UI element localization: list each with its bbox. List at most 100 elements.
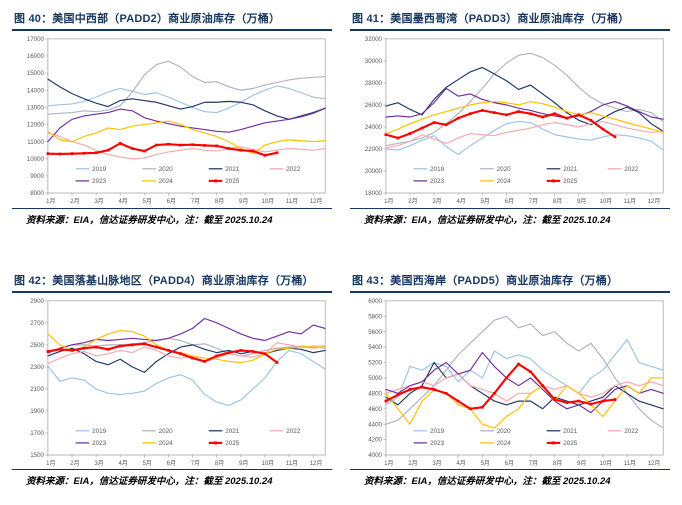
- source-note: 资料来源：EIA，信达证券研发中心，注：截至 2025.10.24: [350, 469, 670, 487]
- svg-text:1500: 1500: [30, 452, 44, 459]
- svg-text:6000: 6000: [368, 298, 382, 305]
- svg-text:2900: 2900: [30, 298, 44, 305]
- svg-text:4月: 4月: [118, 198, 127, 205]
- chart-area-padd3: 18000 20000 22000 24000 26000 28000 30000 32000…: [350, 31, 670, 207]
- svg-text:2019: 2019: [430, 428, 445, 435]
- svg-text:11月: 11月: [286, 460, 298, 467]
- chart-panel-padd3: 图 41：美国墨西哥湾（PADD3）商业原油库存（万桶） 18000 20000 2…: [350, 8, 670, 226]
- svg-text:4800: 4800: [368, 390, 382, 397]
- svg-text:2300: 2300: [30, 364, 44, 371]
- svg-text:2020: 2020: [497, 428, 512, 435]
- svg-text:10月: 10月: [261, 460, 274, 467]
- svg-text:3月: 3月: [94, 460, 103, 467]
- svg-text:28000: 28000: [365, 80, 383, 87]
- svg-text:24000: 24000: [365, 124, 383, 131]
- svg-text:5月: 5月: [143, 198, 152, 205]
- svg-text:2022: 2022: [624, 428, 639, 435]
- svg-text:2月: 2月: [70, 460, 79, 467]
- svg-text:4月: 4月: [456, 198, 465, 205]
- svg-text:2019: 2019: [92, 166, 107, 173]
- svg-text:6月: 6月: [505, 198, 514, 205]
- svg-text:2700: 2700: [30, 320, 44, 327]
- svg-text:2021: 2021: [225, 428, 240, 435]
- line-chart-padd5: 4000 4200 4400 4600 4800 5000 5200 5400 5600 5800…: [368, 298, 664, 467]
- chart-area-padd4: 1500 1700 1900 2100 2300 2500 2700 2900 1月 2月 3月 4月…: [12, 293, 332, 469]
- svg-text:4月: 4月: [456, 460, 465, 467]
- svg-text:9月: 9月: [239, 198, 248, 205]
- source-note: 资料来源：EIA，信达证券研发中心，注：截至 2025.10.24: [12, 469, 332, 487]
- svg-text:2019: 2019: [430, 166, 445, 173]
- svg-text:2021: 2021: [225, 166, 240, 173]
- chart-area-padd2: 8000 9000 10000 11000 12000 13000 14000 15000 16…: [12, 31, 332, 207]
- svg-text:1700: 1700: [30, 430, 44, 437]
- svg-text:14000: 14000: [27, 87, 45, 94]
- svg-text:2019: 2019: [92, 428, 107, 435]
- svg-text:20000: 20000: [365, 168, 383, 175]
- svg-text:2100: 2100: [30, 386, 44, 393]
- svg-text:10月: 10月: [261, 198, 274, 205]
- svg-text:2023: 2023: [430, 178, 445, 185]
- svg-text:2020: 2020: [159, 428, 174, 435]
- svg-text:2500: 2500: [30, 342, 44, 349]
- svg-text:10000: 10000: [27, 156, 45, 163]
- report-charts-page: 图 40：美国中西部（PADD2）商业原油库存（万桶） 8000 9000 1000…: [12, 8, 670, 487]
- svg-text:2024: 2024: [497, 178, 512, 185]
- svg-text:3月: 3月: [432, 198, 441, 205]
- svg-text:2021: 2021: [563, 428, 578, 435]
- svg-text:2月: 2月: [408, 460, 417, 467]
- svg-text:1月: 1月: [46, 460, 55, 467]
- chart-panel-padd2: 图 40：美国中西部（PADD2）商业原油库存（万桶） 8000 9000 1000…: [12, 8, 332, 226]
- svg-text:5月: 5月: [481, 460, 490, 467]
- chart-area-padd5: 4000 4200 4400 4600 4800 5000 5200 5400 5600 5800…: [350, 293, 670, 469]
- svg-text:5月: 5月: [143, 460, 152, 467]
- svg-text:5400: 5400: [368, 344, 382, 351]
- line-chart-padd3: 18000 20000 22000 24000 26000 28000 30000 32000…: [365, 36, 664, 205]
- svg-text:9000: 9000: [30, 173, 44, 180]
- svg-text:5月: 5月: [481, 198, 490, 205]
- svg-text:2020: 2020: [497, 166, 512, 173]
- svg-text:32000: 32000: [365, 36, 383, 43]
- svg-text:9月: 9月: [239, 460, 248, 467]
- svg-text:12月: 12月: [648, 198, 661, 205]
- svg-text:4200: 4200: [368, 436, 382, 443]
- svg-text:11月: 11月: [624, 460, 636, 467]
- svg-text:1月: 1月: [384, 198, 393, 205]
- svg-text:2025: 2025: [563, 178, 578, 185]
- svg-text:18000: 18000: [365, 190, 383, 197]
- chart-title-padd3: 图 41：美国墨西哥湾（PADD3）商业原油库存（万桶）: [350, 8, 670, 31]
- svg-text:2024: 2024: [497, 440, 512, 447]
- svg-text:2024: 2024: [159, 440, 174, 447]
- chart-panel-padd5: 图 43：美国西海岸（PADD5）商业原油库存（万桶） 4000 4200 4400…: [350, 270, 670, 487]
- svg-text:13000: 13000: [27, 105, 45, 112]
- svg-text:7月: 7月: [191, 198, 200, 205]
- svg-text:9月: 9月: [577, 198, 586, 205]
- svg-text:12月: 12月: [648, 460, 661, 467]
- svg-text:12月: 12月: [310, 460, 323, 467]
- svg-text:8月: 8月: [553, 460, 562, 467]
- svg-text:2022: 2022: [286, 428, 301, 435]
- svg-text:4000: 4000: [368, 452, 382, 459]
- chart-panel-padd4: 图 42：美国落基山脉地区（PADD4）商业原油库存（万桶） 1500 1700 1…: [12, 270, 332, 487]
- svg-text:3月: 3月: [94, 198, 103, 205]
- svg-text:4600: 4600: [368, 405, 382, 412]
- svg-text:5800: 5800: [368, 313, 382, 320]
- svg-text:2025: 2025: [225, 178, 240, 185]
- svg-text:2023: 2023: [430, 440, 445, 447]
- svg-text:9月: 9月: [577, 460, 586, 467]
- svg-text:12月: 12月: [310, 198, 323, 205]
- source-note: 资料来源：EIA，信达证券研发中心，注：截至 2025.10.24: [12, 207, 332, 226]
- svg-text:11月: 11月: [624, 198, 636, 205]
- svg-text:6月: 6月: [505, 460, 514, 467]
- line-chart-padd4: 1500 1700 1900 2100 2300 2500 2700 2900 1月 2月 3月 4月…: [30, 298, 326, 467]
- svg-text:7月: 7月: [529, 198, 538, 205]
- svg-text:10月: 10月: [599, 198, 612, 205]
- svg-text:6月: 6月: [167, 198, 176, 205]
- svg-text:17000: 17000: [27, 36, 45, 43]
- svg-text:5000: 5000: [368, 375, 382, 382]
- svg-text:12000: 12000: [27, 122, 45, 129]
- svg-text:3月: 3月: [432, 460, 441, 467]
- svg-text:8月: 8月: [215, 460, 224, 467]
- svg-text:7月: 7月: [191, 460, 200, 467]
- svg-text:16000: 16000: [27, 53, 45, 60]
- svg-text:8000: 8000: [30, 190, 44, 197]
